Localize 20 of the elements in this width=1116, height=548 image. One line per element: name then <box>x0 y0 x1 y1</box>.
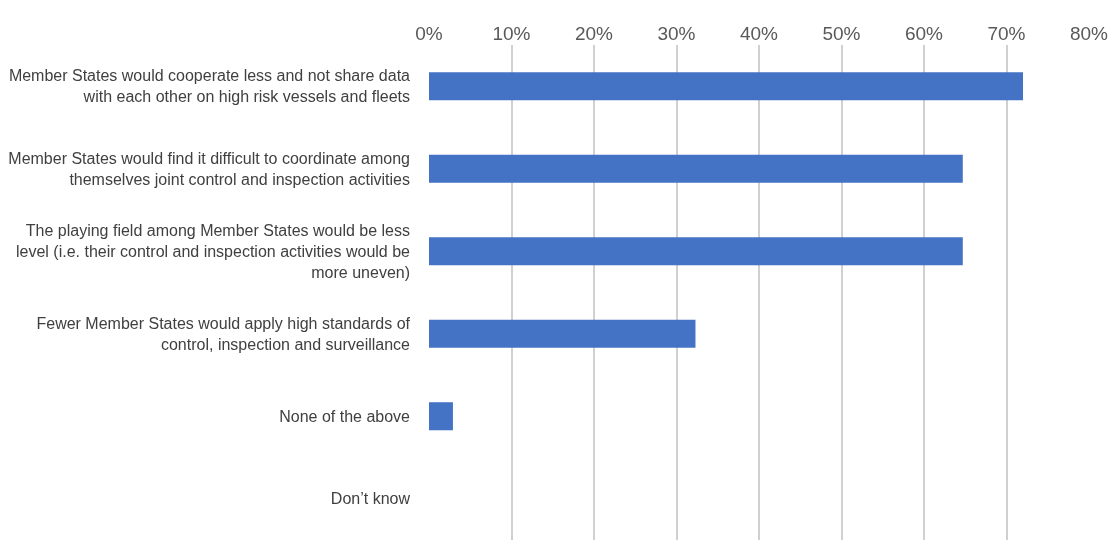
x-tick-label: 80% <box>1069 23 1109 45</box>
x-tick-label: 40% <box>739 23 779 45</box>
bar <box>429 319 696 348</box>
bar <box>429 402 453 431</box>
x-tick-label: 20% <box>574 23 614 45</box>
y-tick-label: Fewer Member States would apply high standards of control, inspection and surveillance <box>36 314 411 353</box>
x-tick-label: 30% <box>657 23 696 45</box>
bar <box>429 237 963 266</box>
y-tick-label: Member States would cooperate less and not share data with each other on high risk vessels and fleets <box>8 67 411 106</box>
y-tick-label: Don’t know <box>330 490 411 508</box>
x-tick-label: 60% <box>904 23 944 45</box>
y-tick-label: Member States would find it difficult to coordinate among themselves joint control and inspection activities <box>8 149 410 188</box>
y-tick-label: None of the above <box>279 407 411 425</box>
x-tick-label: 50% <box>822 23 861 45</box>
x-tick-label: 0% <box>415 23 443 45</box>
y-tick-label: The playing field among Member States would be less level (i.e. their control and inspection activities would be more uneven) <box>16 222 411 281</box>
x-tick-label: 70% <box>987 23 1026 45</box>
x-tick-label: 10% <box>492 23 531 45</box>
bar <box>429 154 963 183</box>
bar <box>429 72 1023 101</box>
